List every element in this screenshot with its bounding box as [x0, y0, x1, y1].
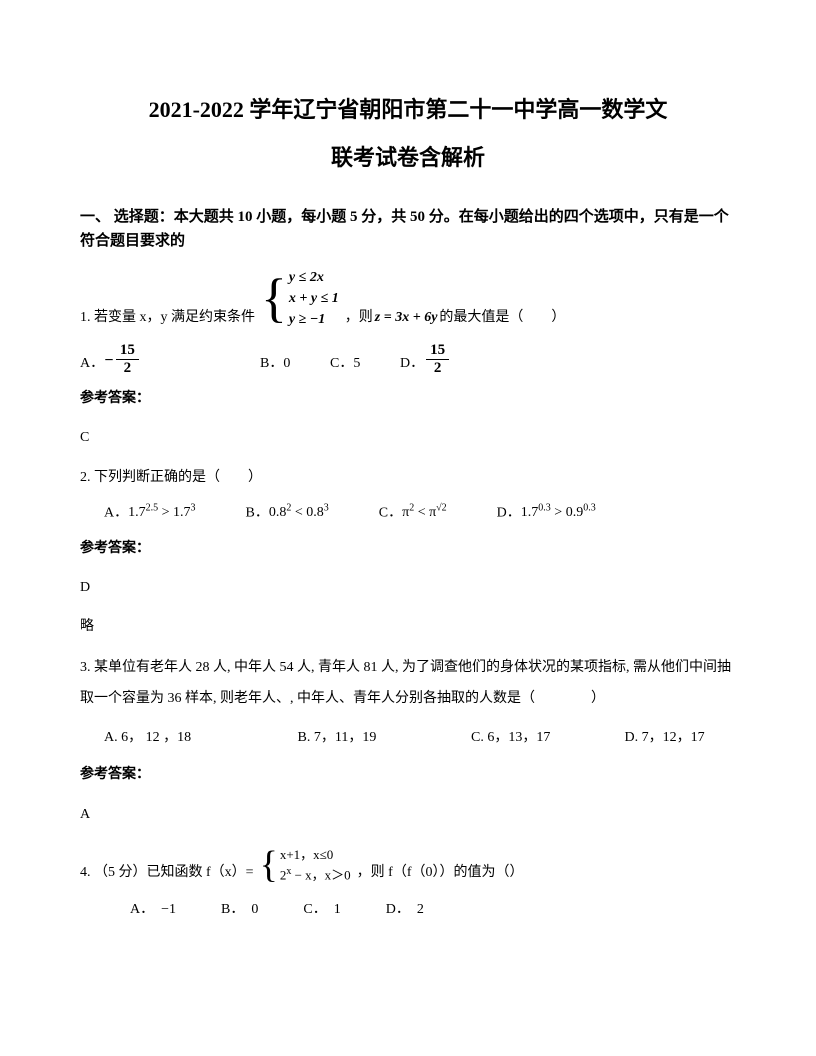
- q4-optA: A． −1: [130, 897, 176, 922]
- q2-options: A．1.72.5 > 1.73 B．0.82 < 0.83 C．π2 < π√2…: [80, 500, 736, 526]
- q2-answer: D: [80, 575, 736, 600]
- q1-expr: z = 3x + 6y: [375, 305, 438, 330]
- question-1: 1. 若变量 x，y 满足约束条件 { y ≤ 2x x + y ≤ 1 y ≥…: [80, 267, 736, 450]
- q3-optC: C. 6，13，17: [471, 723, 621, 754]
- q4-optB: B． 0: [221, 897, 258, 922]
- q2-optB-label: B．: [246, 505, 269, 520]
- q4-piecewise: { x+1，x≤0 2x − x，x＞0: [260, 845, 351, 885]
- q2-optC-label: C．: [379, 505, 402, 520]
- q4-options: A． −1 B． 0 C． 1 D． 2: [80, 897, 736, 922]
- question-4: 4. （5 分）已知函数 f（x）= { x+1，x≤0 2x − x，x＞0 …: [80, 845, 736, 923]
- q2-note: 略: [80, 614, 736, 639]
- question-3: 3. 某单位有老年人 28 人, 中年人 54 人, 青年人 81 人, 为了调…: [80, 653, 736, 831]
- q4-optC: C． 1: [303, 897, 340, 922]
- q3-optB: B. 7，11，19: [298, 723, 468, 754]
- q1-optB: B．0: [260, 351, 330, 376]
- q2-optD-label: D．: [497, 505, 521, 520]
- q2-stem: 2. 下列判断正确的是（ ）: [80, 465, 736, 490]
- q1-answer-label: 参考答案：: [80, 386, 736, 411]
- q1-stem: 1. 若变量 x，y 满足约束条件 { y ≤ 2x x + y ≤ 1 y ≥…: [80, 267, 736, 330]
- q1-constraint-system: { y ≤ 2x x + y ≤ 1 y ≥ −1: [261, 267, 339, 330]
- q4-sys2: 2x − x，x＞0: [280, 864, 351, 885]
- q4-suffix: ，则 f（f（0））的值为（）: [357, 860, 524, 885]
- q1-sys3: y ≥ −1: [289, 309, 339, 330]
- q4-optD: D． 2: [386, 897, 424, 922]
- q1-optD-num: 15: [426, 342, 449, 360]
- q3-answer: A: [80, 800, 736, 831]
- q1-suffix: 的最大值是（ ）: [439, 305, 565, 330]
- q1-optC: C．5: [330, 351, 400, 376]
- left-brace-icon: {: [260, 848, 278, 882]
- q2-optD-expr: 1.70.3 > 0.90.3: [521, 505, 596, 520]
- q2-optC-expr: π2 < π√2: [402, 505, 447, 520]
- q1-options: A． − 15 2 B．0 C．5 D． 15 2: [80, 342, 736, 376]
- q1-optD-label: D．: [400, 351, 424, 376]
- q3-body: 3. 某单位有老年人 28 人, 中年人 54 人, 青年人 81 人, 为了调…: [80, 653, 736, 715]
- section-1-header: 一、 选择题：本大题共 10 小题，每小题 5 分，共 50 分。在每小题给出的…: [80, 205, 736, 253]
- question-2: 2. 下列判断正确的是（ ） A．1.72.5 > 1.73 B．0.82 < …: [80, 465, 736, 640]
- q2-answer-label: 参考答案：: [80, 536, 736, 561]
- q1-optD-frac: 15 2: [426, 342, 449, 376]
- q1-optA-num: 15: [116, 342, 139, 360]
- q4-prefix: 4. （5 分）已知函数 f（x）=: [80, 860, 254, 885]
- q4-stem: 4. （5 分）已知函数 f（x）= { x+1，x≤0 2x − x，x＞0 …: [80, 845, 736, 885]
- q1-prefix: 1. 若变量 x，y 满足约束条件: [80, 305, 255, 330]
- q3-optD: D. 7，12，17: [625, 723, 705, 754]
- q4-sys1: x+1，x≤0: [280, 845, 351, 865]
- q1-optA-label: A．: [80, 351, 104, 376]
- q1-optA-frac: 15 2: [116, 342, 139, 376]
- q1-sys1: y ≤ 2x: [289, 267, 339, 288]
- q1-optA-den: 2: [120, 360, 136, 377]
- q2-optA-expr: 1.72.5 > 1.73: [128, 505, 195, 520]
- q1-answer: C: [80, 425, 736, 450]
- page-title-line1: 2021-2022 学年辽宁省朝阳市第二十一中学高一数学文: [80, 90, 736, 130]
- q1-mid: ，则: [345, 305, 373, 330]
- q1-optD-den: 2: [430, 360, 446, 377]
- page-title-line2: 联考试卷含解析: [80, 138, 736, 178]
- q1-optA-neg: −: [104, 347, 114, 376]
- q1-sys2: x + y ≤ 1: [289, 288, 339, 309]
- q2-optA-label: A．: [104, 505, 128, 520]
- q3-optA: A. 6， 12 ，18: [104, 723, 294, 754]
- q2-optB-expr: 0.82 < 0.83: [269, 505, 329, 520]
- q3-options: A. 6， 12 ，18 B. 7，11，19 C. 6，13，17 D. 7，…: [80, 723, 736, 754]
- left-brace-icon: {: [261, 274, 287, 323]
- q3-answer-label: 参考答案：: [80, 764, 736, 786]
